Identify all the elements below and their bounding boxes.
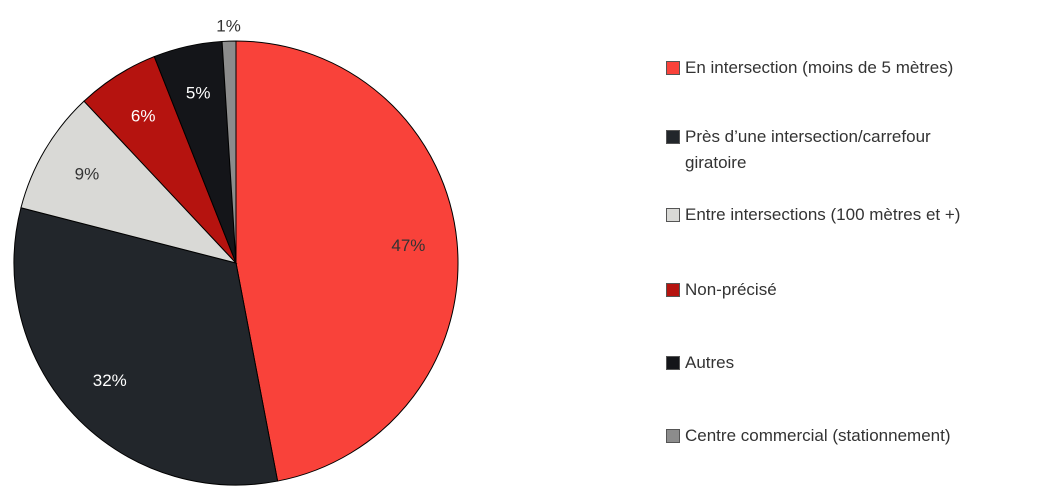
legend-label: Centre commercial (stationnement) [685,426,951,445]
legend: En intersection (moins de 5 mètres) Près … [666,0,1043,487]
legend-item: Près d’une intersection/carrefour girato… [666,124,985,176]
data-label: 6% [131,106,156,125]
data-label: 47% [391,236,425,255]
legend-swatch [666,208,680,222]
pie-slice [20,100,238,264]
legend-item: En intersection (moins de 5 mètres) [666,55,953,81]
legend-item: Non-précisé [666,277,777,303]
legend-item: Entre intersections (100 mètres et +) [666,202,960,228]
legend-label: Entre intersections (100 mètres et +) [685,205,961,224]
data-label: 9% [75,164,100,183]
legend-swatch [666,283,680,297]
legend-swatch [666,61,680,75]
legend-label: Non-précisé [685,280,777,299]
data-label: 5% [186,83,211,102]
pie-slice [13,207,279,486]
legend-swatch [666,356,680,370]
legend-item: Autres [666,350,734,376]
legend-label: Près d’une intersection/carrefour girato… [685,127,931,172]
legend-label: Autres [685,353,735,372]
legend-label: En intersection (moins de 5 mètres) [685,58,954,77]
legend-swatch [666,429,680,443]
pie-slice [235,40,459,482]
pie-slice [221,40,237,264]
legend-item: Centre commercial (stationnement) [666,423,950,449]
data-label: 32% [93,371,127,390]
legend-swatch [666,130,680,144]
data-label: 1% [216,17,241,36]
chart: 47% 32% 9% 6% 5% 1% [13,17,459,486]
